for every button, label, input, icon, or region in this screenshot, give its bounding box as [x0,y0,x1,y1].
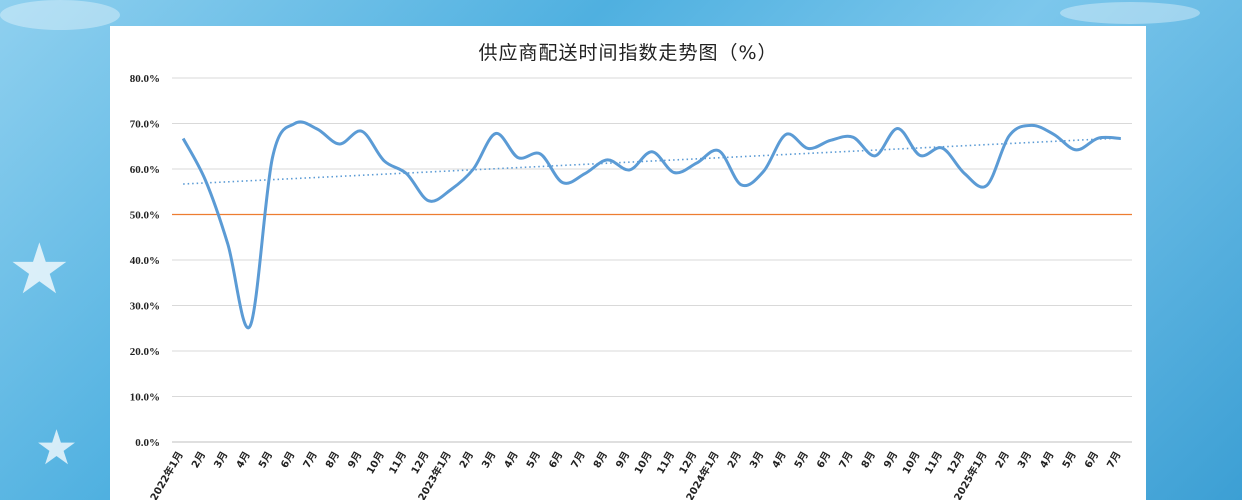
x-tick-label: 7月 [569,450,588,471]
x-tick-label: 9月 [345,450,364,471]
x-tick-label: 3月 [747,450,766,471]
x-tick-label: 5月 [524,450,543,471]
background-cloud [0,0,120,30]
x-tick-label: 3月 [479,450,498,471]
y-tick-label: 70.0% [130,119,160,131]
background-star-icon: ★ [8,228,71,310]
x-tick-label: 6月 [1082,450,1101,471]
x-tick-label: 11月 [922,450,944,477]
x-tick-label: 12月 [409,450,431,477]
x-tick-label: 7月 [837,450,856,471]
x-tick-label: 5月 [792,450,811,471]
x-tick-label: 4月 [1038,450,1057,471]
x-tick-label: 11月 [387,450,409,477]
background-cloud [1060,2,1200,24]
x-tick-label: 12月 [945,450,967,477]
x-tick-label: 2月 [457,450,476,471]
series-line [181,120,1121,330]
x-tick-label: 9月 [881,450,900,471]
x-tick-label: 4月 [234,450,253,471]
x-tick-label: 8月 [323,450,342,471]
x-tick-label: 10月 [364,450,386,477]
x-tick-label: 2月 [993,450,1012,471]
x-tick-label: 10月 [632,450,654,477]
x-tick-label: 2月 [189,450,208,471]
chart-panel: 供应商配送时间指数走势图（%） 0.0% 10.0% 20.0% 30.0% 40.0%… [110,26,1146,500]
y-tick-label: 10.0% [130,392,160,404]
x-tick-label: 7月 [1105,449,1124,470]
y-tick-label: 20.0% [130,346,160,358]
x-tick-label: 6月 [814,450,833,471]
x-tick-label: 3月 [212,450,231,471]
x-tick-label: 4月 [770,450,789,471]
x-tick-label: 6月 [279,450,298,471]
y-tick-label: 0.0% [135,437,160,449]
x-tick-label: 2022年1月 [147,449,186,500]
y-tick-label: 50.0% [130,210,160,222]
x-tick-label: 6月 [546,450,565,471]
x-tick-label: 2月 [725,450,744,471]
x-tick-label: 5月 [1060,450,1079,471]
x-tick-label: 8月 [859,450,878,471]
x-tick-label: 9月 [613,450,632,471]
y-tick-label: 30.0% [130,301,160,313]
x-tick-label: 10月 [900,450,922,477]
x-tick-label: 12月 [677,450,699,477]
x-tick-label: 3月 [1015,450,1034,471]
y-tick-label: 60.0% [130,164,160,176]
background-star-icon: ★ [35,420,79,476]
y-tick-label: 80.0% [130,73,160,85]
x-tick-label: 11月 [655,450,677,477]
line-chart: 0.0% 10.0% 20.0% 30.0% 40.0% 50.0% 60.0% 70.0% 8… [130,73,1132,500]
x-tick-label: 5月 [256,450,275,471]
y-tick-label: 40.0% [130,255,160,267]
chart-title: 供应商配送时间指数走势图（%） [478,42,778,64]
x-tick-label: 7月 [301,450,320,471]
x-tick-label: 4月 [502,450,521,471]
trendline [183,137,1121,185]
x-tick-label: 8月 [591,450,610,471]
